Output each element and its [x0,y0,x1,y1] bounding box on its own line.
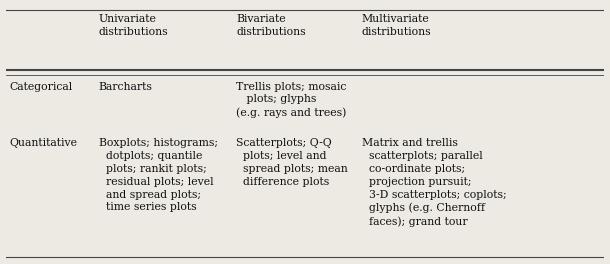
Text: Categorical: Categorical [9,82,73,92]
Text: Barcharts: Barcharts [99,82,152,92]
Text: Univariate
distributions: Univariate distributions [99,14,168,37]
Text: Quantitative: Quantitative [9,138,77,148]
Text: Trellis plots; mosaic
   plots; glyphs
(e.g. rays and trees): Trellis plots; mosaic plots; glyphs (e.g… [236,82,346,118]
Text: Boxplots; histograms;
  dotplots; quantile
  plots; rankit plots;
  residual plo: Boxplots; histograms; dotplots; quantile… [99,138,218,213]
Text: Multivariate
distributions: Multivariate distributions [362,14,431,37]
Text: Matrix and trellis
  scatterplots; parallel
  co-ordinate plots;
  projection pu: Matrix and trellis scatterplots; paralle… [362,138,506,227]
Text: Scatterplots; Q-Q
  plots; level and
  spread plots; mean
  difference plots: Scatterplots; Q-Q plots; level and sprea… [236,138,348,187]
Text: Bivariate
distributions: Bivariate distributions [236,14,306,37]
